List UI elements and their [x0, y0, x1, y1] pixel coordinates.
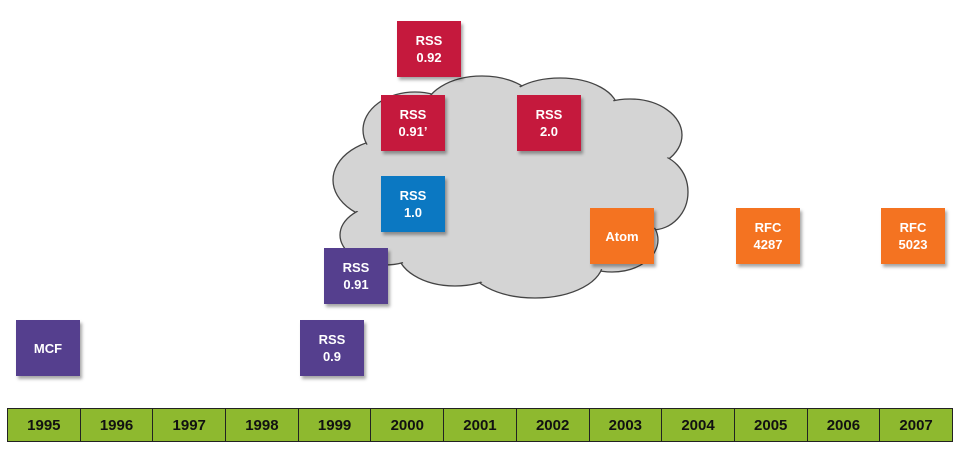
- rss-0.92-label: RSS: [415, 33, 443, 48]
- year-cell: 1998: [226, 408, 299, 442]
- mcf-label: MCF: [33, 340, 63, 356]
- rss-0.91-box: RSS 0.91: [324, 248, 388, 304]
- rss-1.0-version: 1.0: [403, 205, 423, 220]
- year-cell: 2007: [880, 408, 953, 442]
- year-cell: 2006: [807, 408, 881, 442]
- year-cell: 2002: [516, 408, 590, 442]
- rss-2.0-box: RSS 2.0: [517, 95, 581, 151]
- year-cell: 2001: [444, 408, 517, 442]
- rss-0.9-box: RSS 0.9: [300, 320, 364, 376]
- year-cell: 2000: [371, 408, 445, 442]
- year-timeline: 1995 1996 1997 1998 1999 2000 2001 2002 …: [7, 408, 953, 442]
- year-cell: 1995: [8, 408, 81, 442]
- mcf-box: MCF: [16, 320, 80, 376]
- rss-0.91-prime-box: RSS 0.91’: [381, 95, 445, 151]
- rss-2.0-version: 2.0: [539, 124, 559, 139]
- rss-0.9-label: RSS: [318, 332, 346, 347]
- year-cell: 2005: [734, 408, 808, 442]
- rss-1.0-label: RSS: [399, 188, 427, 203]
- rss-0.91-version: 0.91: [343, 277, 369, 292]
- rfc-4287-label: RFC: [754, 220, 782, 235]
- rfc-4287-box: RFC 4287: [736, 208, 800, 264]
- rss-0.92-box: RSS 0.92: [397, 21, 461, 77]
- year-cell: 1999: [298, 408, 372, 442]
- rfc-5023-number: 5023: [898, 237, 928, 252]
- year-cell: 1996: [80, 408, 154, 442]
- rfc-4287-number: 4287: [753, 237, 783, 252]
- rss-0.9-version: 0.9: [322, 349, 342, 364]
- rss-0.92-version: 0.92: [416, 50, 442, 65]
- rss-1.0-box: RSS 1.0: [381, 176, 445, 232]
- rss-0.91-prime-label: RSS: [399, 107, 427, 122]
- year-cell: 2003: [589, 408, 663, 442]
- atom-label: Atom: [605, 228, 639, 244]
- atom-box: Atom: [590, 208, 654, 264]
- rss-0.91-label: RSS: [342, 260, 370, 275]
- rfc-5023-box: RFC 5023: [881, 208, 945, 264]
- year-cell: 2004: [662, 408, 735, 442]
- year-cell: 1997: [153, 408, 227, 442]
- rss-0.91-prime-version: 0.91’: [398, 124, 428, 139]
- rss-2.0-label: RSS: [535, 107, 563, 122]
- rfc-5023-label: RFC: [899, 220, 927, 235]
